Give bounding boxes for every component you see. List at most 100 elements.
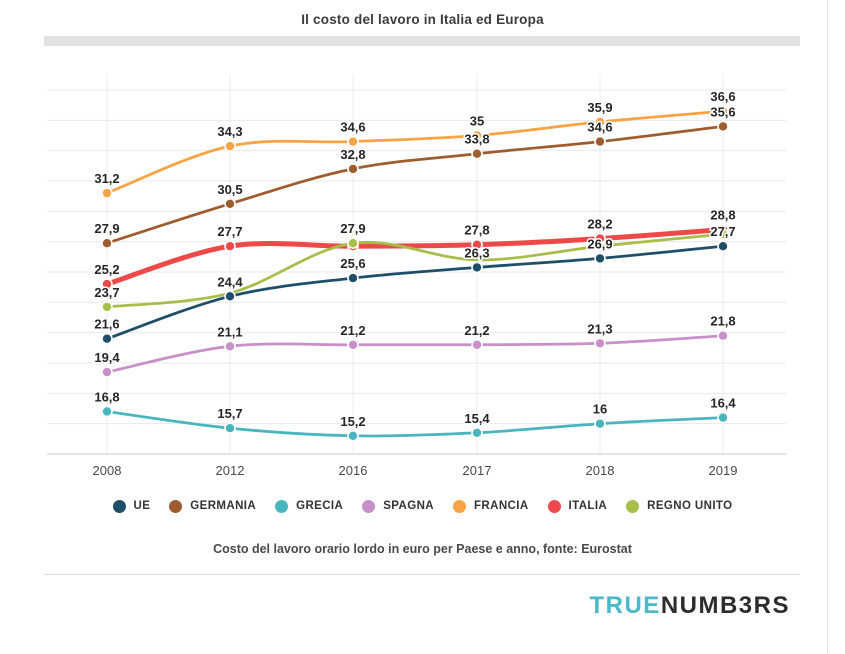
data-point-grecia	[101, 405, 113, 418]
legend-label: FRANCIA	[473, 500, 529, 512]
x-axis-label: 2016	[339, 463, 368, 478]
value-label: 27,9	[340, 221, 365, 236]
legend-label: SPAGNA	[383, 500, 434, 512]
page-right-border	[827, 0, 828, 654]
value-label: 27,8	[464, 223, 489, 238]
series-line-germania	[105, 125, 725, 245]
line-chart: 21,6 24,4 25,6 26,3 26,9 27,7 27,9 30,5 32,8 33,8…	[47, 74, 786, 478]
data-point-italia	[471, 238, 483, 251]
value-label: 16	[593, 402, 607, 417]
data-point-italia	[224, 240, 236, 252]
value-label: 30,5	[217, 182, 242, 197]
data-point-spagna	[101, 366, 113, 378]
data-point-germania	[101, 237, 113, 249]
value-label: 15,4	[464, 411, 490, 426]
value-label: 28,8	[710, 208, 735, 223]
value-label: 33,8	[464, 132, 489, 147]
data-point-regno-unito	[101, 301, 113, 313]
data-point-ue	[101, 332, 113, 345]
x-axis-label: 2019	[709, 463, 738, 478]
data-point-regno-unito	[717, 228, 729, 240]
data-point-germania	[594, 135, 606, 148]
value-label: 23,7	[94, 285, 119, 300]
chart-legend: UE GERMANIA GRECIA SPAGNA FRANCIA ITALIA REGNO…	[0, 498, 845, 514]
x-axis-label: 2018	[586, 463, 615, 478]
value-label: 35	[470, 114, 484, 129]
data-point-grecia	[594, 417, 606, 430]
value-label: 21,2	[340, 323, 365, 338]
legend-swatch-icon	[547, 499, 561, 513]
data-point-germania	[717, 120, 729, 133]
value-label: 21,2	[464, 323, 489, 338]
data-point-francia	[471, 129, 483, 142]
legend-item-germania: GERMANIA	[169, 499, 257, 513]
data-point-francia	[594, 116, 606, 128]
data-point-spagna	[594, 337, 606, 350]
value-label: 16,8	[94, 390, 119, 405]
title-underline-bar	[44, 36, 800, 46]
series-line-francia	[105, 109, 725, 195]
legend-item-regno-unito: REGNO UNITO	[626, 499, 732, 513]
data-point-germania	[347, 163, 359, 175]
data-point-italia	[594, 232, 606, 245]
value-label: 34,6	[587, 120, 612, 135]
data-point-ue	[594, 252, 606, 265]
data-point-grecia	[347, 429, 359, 442]
series-line-grecia	[105, 410, 725, 438]
value-label: 27,9	[94, 221, 119, 236]
data-point-ue	[347, 272, 359, 284]
value-label: 35,6	[710, 104, 735, 119]
value-label: 28,2	[587, 217, 612, 232]
data-point-regno-unito	[347, 237, 359, 249]
value-label: 21,1	[217, 324, 242, 339]
data-point-francia	[224, 140, 236, 152]
data-point-francia	[347, 135, 359, 148]
logo-numbers: NUMB3RS	[660, 592, 790, 619]
legend-item-italia: ITALIA	[547, 499, 608, 513]
footer-divider	[44, 574, 800, 575]
series-line-ue	[105, 244, 725, 341]
value-label: 31,2	[94, 171, 119, 186]
value-label: 26,9	[587, 236, 612, 251]
legend-swatch-icon	[362, 499, 376, 513]
data-point-ue	[224, 290, 236, 303]
chart-title: Il costo del lavoro in Italia ed Europa	[301, 12, 544, 27]
data-point-francia	[101, 187, 113, 199]
series-line-regno-unito	[105, 232, 725, 309]
legend-swatch-icon	[275, 499, 289, 513]
data-point-spagna	[471, 338, 483, 351]
value-label: 21,3	[587, 321, 612, 336]
legend-item-grecia: GRECIA	[275, 499, 344, 513]
value-label: 32,8	[340, 147, 365, 162]
value-label: 34,6	[340, 120, 365, 135]
value-label: 24,4	[217, 274, 243, 289]
data-point-ue	[471, 261, 483, 274]
value-label: 15,2	[340, 414, 365, 429]
x-axis-label: 2008	[93, 463, 122, 478]
data-point-italia	[101, 278, 113, 290]
x-axis-label: 2012	[216, 463, 245, 478]
legend-swatch-icon	[626, 499, 640, 513]
logo: TRUENUMB3RS	[589, 592, 790, 620]
legend-label: GERMANIA	[190, 500, 257, 512]
legend-swatch-icon	[169, 499, 183, 513]
value-label: 35,9	[587, 100, 612, 115]
value-label: 21,8	[710, 314, 735, 329]
chart-footnote: Costo del lavoro orario lordo in euro pe…	[213, 542, 632, 556]
value-label: 26,3	[464, 245, 489, 260]
data-point-spagna	[224, 340, 236, 353]
series-line-italia	[104, 227, 726, 287]
x-axis-label: 2017	[463, 463, 492, 478]
legend-item-ue: UE	[112, 499, 151, 513]
logo-true: TRUE	[589, 592, 661, 619]
value-label: 34,3	[217, 124, 242, 139]
data-point-francia	[717, 105, 729, 118]
data-point-grecia	[224, 422, 236, 435]
value-label: 21,6	[94, 317, 119, 332]
value-label: 16,4	[710, 396, 736, 411]
legend-swatch-icon	[452, 499, 466, 513]
legend-label: GRECIA	[296, 500, 344, 512]
data-point-germania	[224, 198, 236, 210]
legend-label: UE	[133, 500, 151, 512]
